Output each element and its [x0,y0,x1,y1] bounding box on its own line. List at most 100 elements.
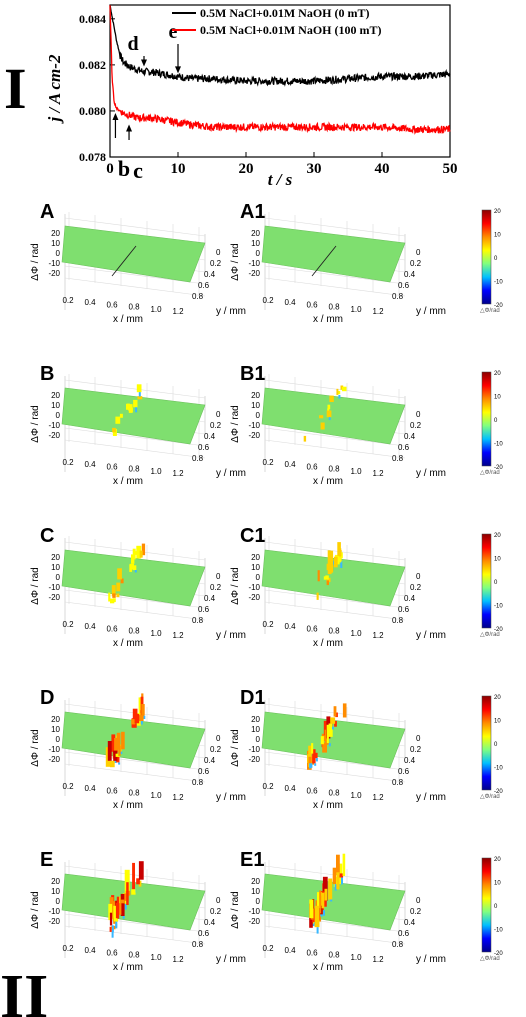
phase-spike [110,760,115,768]
x-axis-label: x / mm [113,638,143,649]
x-tick-label: 1.2 [172,307,184,316]
y-tick-label: 0.084 [79,12,106,26]
phase-dip [341,877,343,885]
phase-spike [138,861,144,880]
panel-label: E [40,849,53,871]
x-tick-label: 0.8 [128,303,140,312]
x-tick-label: 0.2 [62,296,74,305]
x-tick-label: 0.4 [284,298,296,307]
z-tick-label: 20 [251,877,260,886]
z-axis-label: ΔΦ / rad [230,891,241,928]
series-line-0 [109,4,451,87]
phase-spike [113,750,118,761]
phase-spike [340,385,344,390]
y-axis-label: y / mm [416,954,446,965]
annotation-label-c: c [133,158,143,183]
phase-dip [135,407,138,413]
z-tick-label: 20 [251,553,260,562]
z-tick-label: 0 [256,573,261,582]
phase-dip [140,721,143,725]
surface-plane [261,387,406,445]
z-tick-label: -10 [48,421,60,430]
z-tick-label: -10 [48,583,60,592]
x-tick-label: 1.0 [150,305,162,314]
x-tick-label: 0.4 [84,298,96,307]
grid-line [64,379,206,399]
x-tick-label: 0.8 [128,627,140,636]
phase-spike [342,853,346,876]
phase-spike [328,723,332,735]
phase-dip [115,921,118,929]
y-tick-label: 0.8 [392,778,404,787]
panel-label: C1 [240,525,266,547]
phase-spike [117,903,122,915]
z-axis-label: ΔΦ / rad [30,243,41,280]
phase-spike [109,912,113,926]
phase-spike [311,743,314,754]
phase-spike [115,753,120,757]
phase-spike [108,592,111,602]
phase-spike [112,427,116,433]
y-tick-label: 0.6 [398,929,410,938]
x-tick-label: 0.2 [62,620,74,629]
phase-spike [338,557,342,563]
colorbar-tick-label: -10 [494,442,503,448]
current-transient-chart: 0 10 20 30 40 50 0.078 0.080 0.082 0.084 b c d e 0.5… [45,4,458,189]
z-tick-label: 0 [256,897,261,906]
phase-spike [132,862,135,890]
y-tick-label: 0.4 [404,756,416,765]
z-tick-label: 20 [51,553,60,562]
x-tick-label: 30 [307,161,322,177]
z-tick-label: -10 [248,583,260,592]
y-tick-label: 0.8 [392,454,404,463]
y-axis-label: y / mm [416,468,446,479]
x-tick-label: 1.2 [172,793,184,802]
z-axis-label: ΔΦ / rad [230,405,241,442]
phase-spike [319,415,324,419]
phase-spike [109,926,112,932]
legend-label-1: 0.5M NaCl+0.01M NaOH (100 mT) [200,23,381,37]
z-tick-label: -20 [48,917,60,926]
y-tick-label: 0.082 [79,58,106,72]
x-tick-label: 1.0 [350,791,362,800]
phase-spike [340,552,343,559]
z-tick-label: 0 [56,411,61,420]
y-tick-label: 0.8 [192,616,204,625]
phase-spike [326,410,332,418]
phase-spike [131,889,136,895]
y-tick-label: 0 [416,572,421,581]
colorbar-tick-label: 10 [494,395,501,401]
phase-spike [139,550,143,558]
annotation-arrowhead [126,124,133,132]
phase-spike [114,738,119,753]
phase-spike [111,734,116,752]
y-tick-label: 0.2 [210,259,222,268]
phase-spike [111,585,116,596]
phase-spike [342,703,347,718]
x-axis-label: x / mm [313,638,343,649]
x-tick-label: 1.0 [150,629,162,638]
phase-spike [329,395,334,402]
phase-spike [120,578,124,584]
phase-spike [320,895,323,914]
surface-plane [261,873,406,931]
colorbars: 20100-10-20△Φ/rad20100-10-20△Φ/rad20100-… [480,209,503,962]
x-tick-label: 1.0 [150,791,162,800]
phase-spike [316,592,319,600]
z-tick-label: 10 [251,401,260,410]
surface-plane [61,549,206,607]
y-tick-label: 0 [216,572,221,581]
z-tick-label: 0 [56,573,61,582]
grid-line [64,925,206,945]
phase-spike [326,563,330,571]
phase-dip [340,561,343,568]
colorbar-tick-label: 20 [494,209,501,215]
phase-spike [336,854,340,876]
colorbar-tick-label: 20 [494,371,501,377]
x-tick-label: 0.2 [262,458,274,467]
phase-spike [115,416,121,424]
legend-label-0: 0.5M NaCl+0.01M NaOH (0 mT) [200,6,369,20]
